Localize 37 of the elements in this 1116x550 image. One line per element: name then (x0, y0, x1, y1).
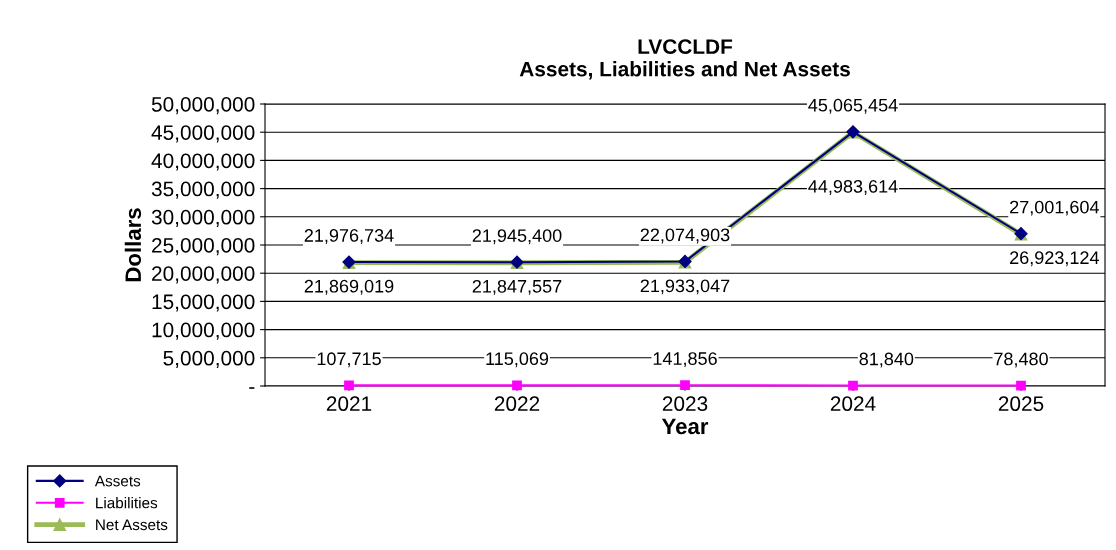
x-axis-title: Year (661, 418, 709, 435)
data-label: 44,983,614 (808, 179, 898, 195)
data-label: 141,856 (653, 352, 717, 368)
y-tick-label: 45,000,000 (151, 125, 255, 143)
y-tick-label: 10,000,000 (152, 322, 255, 340)
legend-label: Liabilities (96, 497, 158, 509)
data-label: 21,976,734 (304, 229, 394, 244)
data-label: 115,069 (486, 352, 549, 368)
y-axis-title: Dollars (124, 208, 142, 282)
y-tick-label: 50,000,000 (151, 97, 255, 115)
data-label: 26,923,124 (1010, 251, 1099, 267)
data-label: 22,074,903 (640, 228, 730, 244)
data-label: 27,001,604 (1010, 200, 1099, 216)
y-tick-label: 15,000,000 (152, 294, 255, 312)
y-tick-label: 25,000,000 (152, 238, 255, 256)
x-tick-label: 2022 (494, 396, 540, 412)
x-tick-label: 2024 (830, 396, 876, 412)
legend-label: Assets (94, 475, 141, 487)
y-tick-label: 30,000,000 (151, 209, 255, 228)
y-tick-label: - (249, 387, 255, 389)
data-label: 21,933,047 (640, 279, 730, 295)
y-tick-label: 20,000,000 (152, 266, 255, 284)
data-label: 81,840 (859, 352, 914, 368)
data-label: 107,715 (317, 352, 381, 368)
legend-label: Net Assets (96, 519, 168, 531)
x-tick-label: 2021 (326, 396, 372, 412)
data-label: 21,869,019 (304, 279, 394, 295)
data-label: 78,480 (994, 352, 1048, 368)
y-tick-label: 5,000,000 (163, 350, 255, 369)
data-label: 21,847,557 (472, 279, 562, 295)
x-tick-label: 2025 (998, 396, 1044, 412)
data-label: 45,065,454 (808, 98, 898, 114)
chart-title: LVCCLDF Assets, Liabilities and Net Assets (519, 39, 850, 80)
x-tick-label: 2023 (662, 396, 708, 412)
y-tick-label: 40,000,000 (151, 153, 255, 171)
data-label: 21,945,400 (472, 229, 562, 245)
y-tick-label: 35,000,000 (151, 181, 255, 199)
